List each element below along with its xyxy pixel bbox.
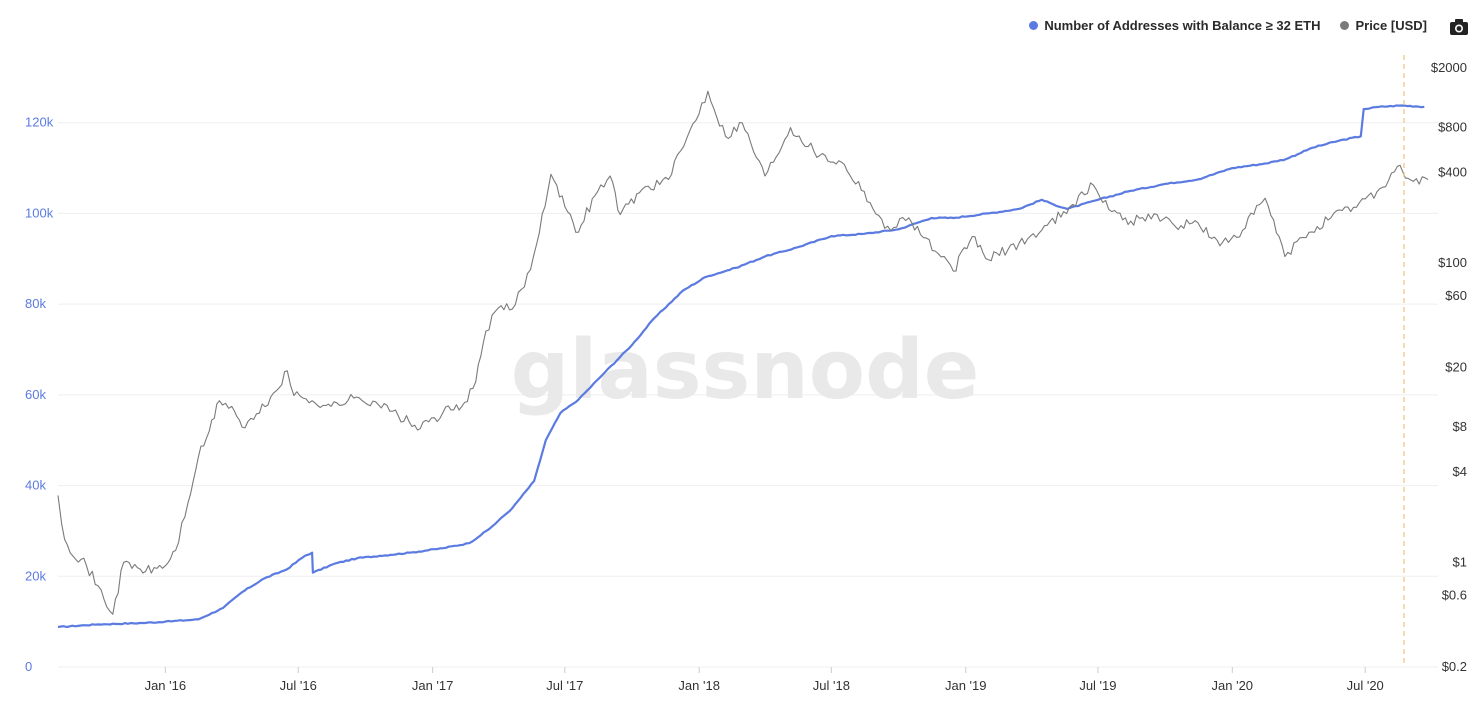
watermark: glassnode (511, 323, 980, 418)
legend-item-addresses[interactable]: Number of Addresses with Balance ≥ 32 ET… (1029, 18, 1320, 33)
legend-marker-price (1340, 21, 1350, 30)
series-line-price (57, 90, 1429, 615)
series-group (57, 90, 1429, 629)
x-tick-label: Jul '20 (1347, 678, 1384, 693)
y-right-tick-label: $400 (1438, 165, 1467, 180)
x-tick-label: Jan '20 (1212, 678, 1254, 693)
x-tick-label: Jan '16 (145, 678, 187, 693)
y-right-tick-label: $20 (1445, 360, 1467, 375)
y-right-tick-label: $60 (1445, 288, 1467, 303)
y-left-tick-label: 80k (25, 296, 46, 311)
x-tick-label: Jan '18 (678, 678, 720, 693)
x-tick-label: Jul '16 (280, 678, 317, 693)
y-left-tick-label: 0 (25, 659, 32, 674)
y-right-tick-label: $8 (1453, 419, 1467, 434)
legend-label-addresses: Number of Addresses with Balance ≥ 32 ET… (1044, 18, 1321, 33)
y-axis-left: 0 20k 40k 60k 80k 100k 120k (25, 115, 54, 674)
y-right-tick-label: $800 (1438, 120, 1467, 135)
x-tick-label: Jul '17 (546, 678, 583, 693)
y-left-tick-label: 20k (25, 568, 46, 583)
legend-marker-addresses (1029, 21, 1039, 30)
y-right-tick-label: $2000 (1431, 60, 1467, 75)
x-tick-label: Jul '18 (813, 678, 850, 693)
grid-lines (58, 122, 1438, 668)
x-axis: Jan '16 Jul '16 Jan '17 Jul '17 Jan '18 Jul '… (145, 667, 1384, 693)
x-tick-label: Jan '17 (412, 678, 454, 693)
y-left-tick-label: 40k (25, 478, 46, 493)
camera-icon[interactable] (1449, 18, 1469, 36)
legend-item-price[interactable]: Price [USD] (1340, 18, 1427, 33)
y-right-tick-label: $4 (1453, 464, 1467, 479)
y-right-tick-label: $1 (1453, 554, 1467, 569)
y-right-tick-label: $0.2 (1442, 659, 1467, 674)
legend-label-price: Price [USD] (1355, 18, 1427, 33)
x-tick-label: Jan '19 (945, 678, 987, 693)
y-right-tick-label: $100 (1438, 255, 1467, 270)
chart-legend: Number of Addresses with Balance ≥ 32 ET… (1029, 18, 1427, 33)
y-right-tick-label: $0.6 (1442, 588, 1467, 603)
y-left-tick-label: 100k (25, 205, 54, 220)
y-axis-right: $0.2 $0.6 $1 $4 $8 $20 $60 $100 $400 $800 $2000 (1431, 60, 1467, 674)
y-left-tick-label: 60k (25, 387, 46, 402)
x-tick-label: Jul '19 (1079, 678, 1116, 693)
y-left-tick-label: 120k (25, 115, 54, 130)
series-line-addresses (57, 104, 1425, 629)
